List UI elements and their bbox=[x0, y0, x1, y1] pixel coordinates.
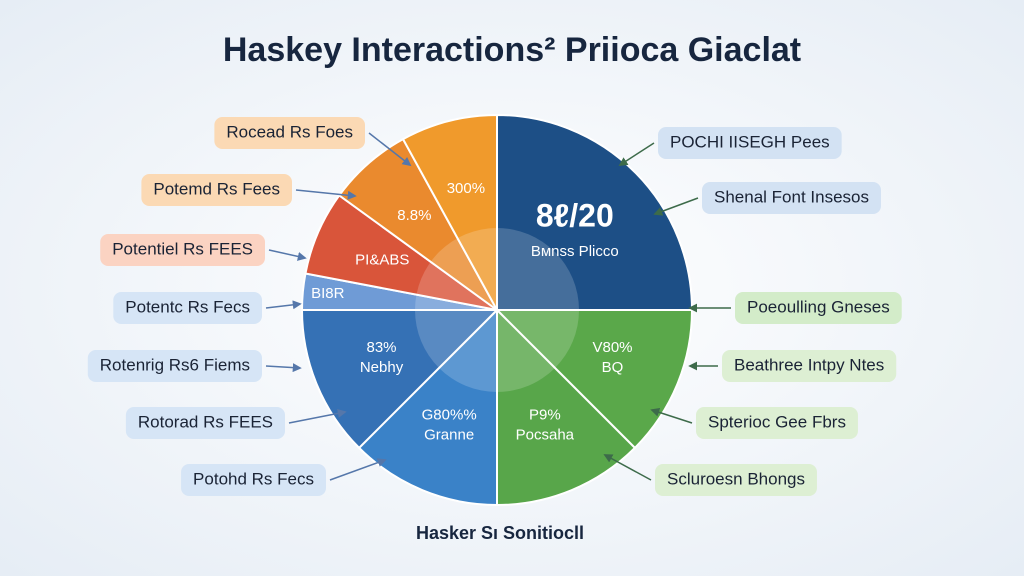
callout-label: Poeoulling Gneses bbox=[747, 297, 890, 316]
callout-label: Potohd Rs Fecs bbox=[193, 469, 314, 488]
slice bbox=[494, 309, 694, 450]
callout-label: Rotorad Rs FEES bbox=[138, 412, 273, 431]
callout-label: Rotenrig Rs6 Fiems bbox=[100, 355, 250, 374]
callout-box bbox=[658, 127, 842, 159]
slice-label: 8ℓ/20 bbox=[536, 198, 614, 234]
callout-box bbox=[113, 292, 262, 324]
pie: 8ℓ/20 Bмnss Plicco V80% BQ P9% Pocsaha G80%% Gr… bbox=[300, 113, 694, 507]
callout-box bbox=[214, 117, 365, 149]
chart-title: Haskey Interactions² Priioca Giaclat bbox=[223, 31, 801, 69]
callout-box bbox=[141, 174, 292, 206]
slice-label: Nebhy bbox=[360, 359, 404, 376]
callout-box bbox=[655, 464, 817, 496]
slice-label: 83% bbox=[366, 339, 396, 356]
callout-arrow bbox=[329, 458, 387, 481]
slice-label: G80%% bbox=[422, 406, 477, 423]
callout-arrow bbox=[603, 454, 652, 481]
footer: Hasker Sı Sonitiocll bbox=[416, 523, 584, 543]
callouts: Rocead Rs Foes Potemd Rs Fees Potentiel Rs… bbox=[87, 117, 902, 496]
callout-arrow bbox=[368, 132, 412, 167]
slice-label: 300% bbox=[447, 180, 485, 197]
callout-arrow bbox=[265, 300, 302, 310]
slice-label: BI8R bbox=[311, 285, 345, 302]
callout-label: POCHI IISEGH Pees bbox=[670, 132, 830, 151]
callout-arrow bbox=[618, 142, 655, 166]
slice bbox=[357, 307, 498, 507]
slice-label: Granne bbox=[424, 426, 474, 443]
slice bbox=[496, 307, 637, 507]
slice bbox=[496, 113, 694, 311]
inner-glow bbox=[415, 228, 579, 392]
callout-label: Shenal Font Insesos bbox=[714, 187, 869, 206]
slice-label: Pocsaha bbox=[516, 426, 575, 443]
slice-label: PI&ABS bbox=[355, 251, 409, 268]
callout-arrow bbox=[653, 197, 699, 216]
callout-arrow bbox=[265, 363, 302, 373]
callout-label: Scluroesn Bhongs bbox=[667, 469, 805, 488]
slice bbox=[401, 113, 498, 311]
slice-label: P9% bbox=[529, 406, 561, 423]
callout-label: Potemd Rs Fees bbox=[153, 179, 280, 198]
callout-label: Potentc Rs Fecs bbox=[125, 297, 250, 316]
callout-arrow bbox=[650, 407, 693, 424]
callout-label: Spterioc Gee Fbrs bbox=[708, 412, 846, 431]
callout-box bbox=[100, 234, 265, 266]
slice-label: Bмnss Plicco bbox=[531, 243, 619, 260]
slice-label: BQ bbox=[602, 359, 624, 376]
callout-label: Potentiel Rs FEES bbox=[112, 239, 253, 258]
callout-box bbox=[181, 464, 326, 496]
callout-box bbox=[722, 350, 897, 382]
callout-label: Rocead Rs Foes bbox=[226, 122, 353, 141]
callout-box bbox=[702, 182, 881, 214]
callout-box bbox=[735, 292, 902, 324]
callout-label: Beathree Intpy Ntes bbox=[734, 355, 884, 374]
slice-label: 8.8% bbox=[397, 207, 431, 224]
slice bbox=[300, 309, 500, 450]
callout-arrow bbox=[295, 189, 357, 200]
callout-box bbox=[125, 407, 285, 439]
callout-arrow bbox=[268, 249, 307, 261]
callout-arrow bbox=[288, 408, 347, 424]
slice-label: V80% bbox=[592, 339, 632, 356]
callout-box bbox=[87, 350, 262, 382]
callout-box bbox=[696, 407, 858, 439]
